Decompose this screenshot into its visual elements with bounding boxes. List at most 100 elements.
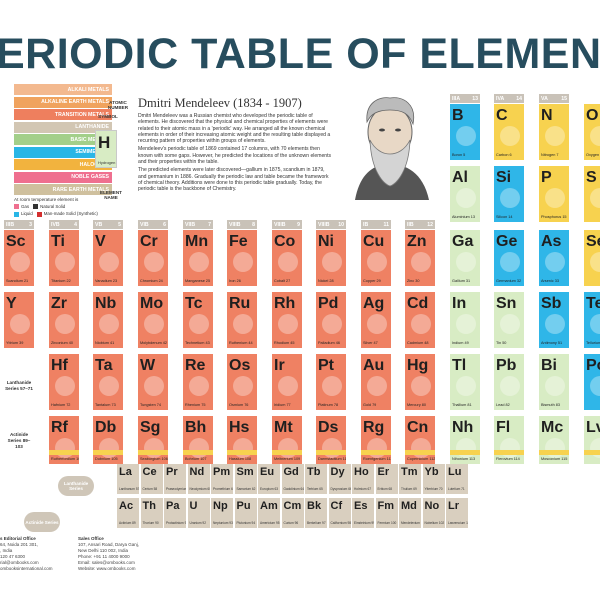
element-cell-cf[interactable]: Cf Californium 98 [328, 498, 351, 528]
element-cell-lr[interactable]: Lr Lawrencium 103 [446, 498, 468, 528]
element-cell-ir[interactable]: Ir Iridium 77 [272, 354, 302, 410]
element-cell-ge[interactable]: Ge Germanium 32 [494, 230, 524, 286]
element-cell-pt[interactable]: Pt Platinum 78 [316, 354, 346, 410]
element-cell-ag[interactable]: Ag Silver 47 [361, 292, 391, 348]
element-symbol: Co [274, 233, 296, 250]
element-cell-hf[interactable]: Hf Hafnium 72 [49, 354, 79, 410]
element-cell-dy[interactable]: Dy Dysprosium 66 [328, 464, 351, 494]
element-cell-zr[interactable]: Zr Zirconium 40 [49, 292, 79, 348]
element-cell-mc[interactable]: Mc Moscovium 115 [539, 416, 569, 464]
element-cell-es[interactable]: Es Einsteinium 99 [352, 498, 374, 528]
element-cell-pb[interactable]: Pb Lead 82 [494, 354, 524, 410]
element-cell-cm[interactable]: Cm Curium 96 [281, 498, 304, 528]
element-cell-co[interactable]: Co Cobalt 27 [272, 230, 302, 286]
element-cell-bi[interactable]: Bi Bismuth 83 [539, 354, 569, 410]
element-cell-tl[interactable]: Tl Thallium 81 [450, 354, 480, 410]
element-cell-yb[interactable]: Yb Ytterbium 70 [422, 464, 445, 494]
element-cell-lu[interactable]: Lu Lutetium 71 [446, 464, 468, 494]
element-cell-tm[interactable]: Tm Thulium 69 [399, 464, 421, 494]
element-cell-tc[interactable]: Tc Technetium 43 [183, 292, 213, 348]
element-cell-ni[interactable]: Ni Nickel 28 [316, 230, 346, 286]
element-name: Seaborgium 106 [140, 457, 168, 461]
element-cell-c[interactable]: C Carbon 6 [494, 104, 524, 160]
element-cell-nh[interactable]: Nh Nihonium 113 [450, 416, 480, 464]
element-cell-pa[interactable]: Pa Protactinium 91 [164, 498, 186, 528]
element-cell-ru[interactable]: Ru Ruthenium 44 [227, 292, 257, 348]
element-cell-po[interactable]: Po [584, 354, 600, 410]
element-cell-sg[interactable]: Sg Seaborgium 106 [138, 416, 168, 464]
legend-item: RARE EARTH METALS [14, 184, 112, 195]
element-cell-db[interactable]: Db Dubnium 105 [93, 416, 123, 464]
element-cell-md[interactable]: Md Mendelevium 101 [399, 498, 421, 528]
element-cell-ds[interactable]: Ds Darmstadtium 110 [316, 416, 346, 464]
element-cell-p[interactable]: P Phosphorus 15 [539, 166, 569, 222]
element-cell-pu[interactable]: Pu Plutonium 94 [234, 498, 257, 528]
element-cell-lv[interactable]: Lv [584, 416, 600, 464]
element-cell-no[interactable]: No Nobelium 102 [422, 498, 445, 528]
element-cell-se[interactable]: Se [584, 230, 600, 286]
element-cell-cr[interactable]: Cr Chromium 24 [138, 230, 168, 286]
element-cell-sm[interactable]: Sm Samarium 62 [234, 464, 257, 494]
element-cell-as[interactable]: As Arsenic 33 [539, 230, 569, 286]
element-cell-rf[interactable]: Rf Rutherfordium 104 [49, 416, 79, 464]
element-name: Mendelevium 101 [401, 521, 421, 525]
element-cell-ho[interactable]: Ho Holmium 67 [352, 464, 374, 494]
element-cell-np[interactable]: Np Neptunium 93 [211, 498, 233, 528]
element-cell-ce[interactable]: Ce Cerium 58 [140, 464, 163, 494]
element-cell-rg[interactable]: Rg Roentgenium 111 [361, 416, 391, 464]
element-cell-nb[interactable]: Nb Niobium 41 [93, 292, 123, 348]
element-illustration-icon [367, 376, 387, 396]
element-cell-si[interactable]: Si Silicon 14 [494, 166, 524, 222]
element-cell-sn[interactable]: Sn Tin 50 [494, 292, 524, 348]
element-cell-rh[interactable]: Rh Rhodium 45 [272, 292, 302, 348]
element-cell-pr[interactable]: Pr Praseodymium 59 [164, 464, 186, 494]
element-cell-er[interactable]: Er Erbium 68 [375, 464, 398, 494]
element-cell-bh[interactable]: Bh Bohrium 107 [183, 416, 213, 464]
element-illustration-icon [590, 376, 600, 396]
element-cell-cn[interactable]: Cn Copernicium 112 [405, 416, 435, 464]
element-cell-re[interactable]: Re Rhenium 75 [183, 354, 213, 410]
element-cell-bk[interactable]: Bk Berkelium 97 [305, 498, 327, 528]
element-cell-mt[interactable]: Mt Meitnerium 109 [272, 416, 302, 464]
element-cell-al[interactable]: Al Aluminium 13 [450, 166, 480, 222]
element-cell-b[interactable]: B Boron 5 [450, 104, 480, 160]
element-cell-zn[interactable]: Zn Zinc 30 [405, 230, 435, 286]
element-cell-in[interactable]: In Indium 49 [450, 292, 480, 348]
element-cell-pm[interactable]: Pm Promethium 61 [211, 464, 233, 494]
element-cell-mo[interactable]: Mo Molybdenum 42 [138, 292, 168, 348]
element-cell-mn[interactable]: Mn Manganese 25 [183, 230, 213, 286]
element-cell-v[interactable]: V Vanadium 23 [93, 230, 123, 286]
element-cell-te[interactable]: Te Tellurium [584, 292, 600, 348]
element-cell-ti[interactable]: Ti Titanium 22 [49, 230, 79, 286]
element-cell-fl[interactable]: Fl Flerovium 114 [494, 416, 524, 464]
element-cell-ga[interactable]: Ga Gallium 31 [450, 230, 480, 286]
element-cell-fe[interactable]: Fe Iron 26 [227, 230, 257, 286]
element-name: Nitrogen 7 [541, 153, 559, 157]
element-cell-gd[interactable]: Gd Gadolinium 64 [281, 464, 304, 494]
element-cell-cd[interactable]: Cd Cadmium 48 [405, 292, 435, 348]
element-cell-y[interactable]: Y Yttrium 39 [4, 292, 34, 348]
element-cell-os[interactable]: Os Osmium 76 [227, 354, 257, 410]
element-cell-w[interactable]: W Tungsten 74 [138, 354, 168, 410]
element-cell-ac[interactable]: Ac Actinium 89 [117, 498, 139, 528]
element-cell-ta[interactable]: Ta Tantalum 73 [93, 354, 123, 410]
element-cell-am[interactable]: Am Americium 95 [258, 498, 280, 528]
element-cell-la[interactable]: La Lanthanum 57 [117, 464, 139, 494]
element-cell-tb[interactable]: Tb Terbium 65 [305, 464, 327, 494]
element-cell-th[interactable]: Th Thorium 90 [140, 498, 163, 528]
element-cell-n[interactable]: N Nitrogen 7 [539, 104, 569, 160]
element-cell-cu[interactable]: Cu Copper 29 [361, 230, 391, 286]
element-cell-pd[interactable]: Pd Palladium 46 [316, 292, 346, 348]
element-cell-o[interactable]: O Oxygen [584, 104, 600, 160]
element-cell-fm[interactable]: Fm Fermium 100 [375, 498, 398, 528]
element-cell-eu[interactable]: Eu Europium 63 [258, 464, 280, 494]
element-cell-u[interactable]: U Uranium 92 [187, 498, 210, 528]
element-cell-sb[interactable]: Sb Antimony 51 [539, 292, 569, 348]
element-cell-hs[interactable]: Hs Hassium 108 [227, 416, 257, 464]
element-cell-nd[interactable]: Nd Neodymium 60 [187, 464, 210, 494]
element-cell-hg[interactable]: Hg Mercury 80 [405, 354, 435, 410]
element-cell-s[interactable]: S [584, 166, 600, 222]
element-name: Copper 29 [363, 279, 381, 283]
element-cell-sc[interactable]: Sc Scandium 21 [4, 230, 34, 286]
element-cell-au[interactable]: Au Gold 79 [361, 354, 391, 410]
